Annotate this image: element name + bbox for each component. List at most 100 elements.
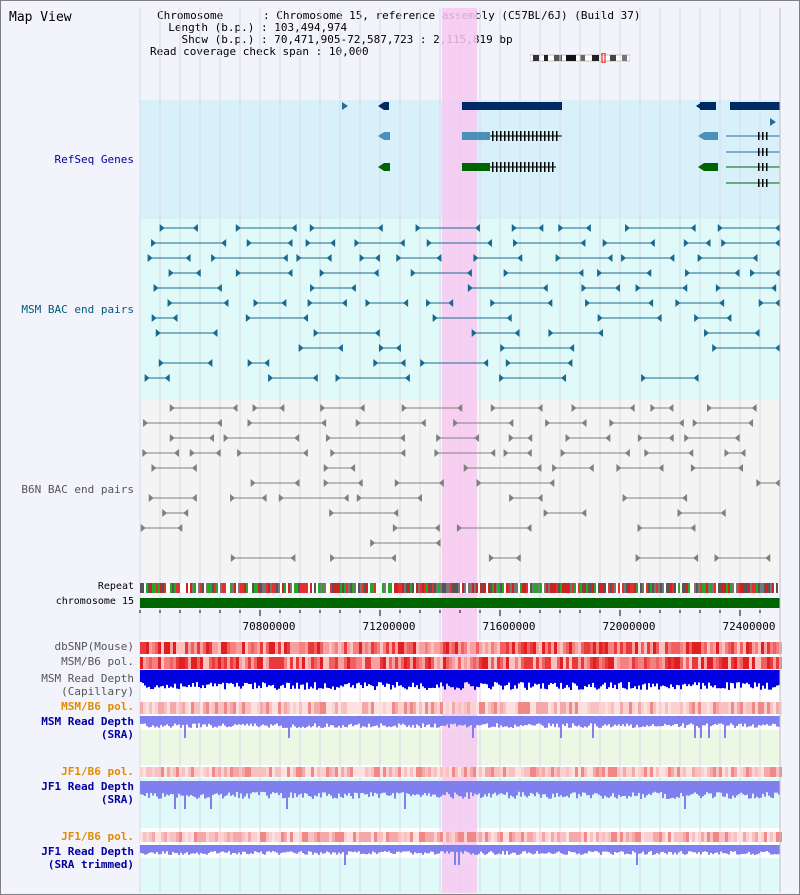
repeat-mark xyxy=(282,583,284,593)
msm-depth-sra-bar xyxy=(696,716,698,727)
repeat-mark xyxy=(356,583,358,593)
jf1-pol-heat xyxy=(512,767,515,777)
jf1-pol2-heat xyxy=(611,832,614,842)
repeat-mark xyxy=(220,583,222,593)
msm-pol2-heat xyxy=(746,702,749,714)
repeat-mark xyxy=(712,583,714,593)
b6n-bac-pair-end xyxy=(560,449,566,457)
msm-depth-cap-bar xyxy=(668,670,670,689)
jf1-pol2-heat xyxy=(677,832,680,842)
msm-depth-cap-bar xyxy=(412,670,414,683)
msm-pol2-heat xyxy=(614,702,617,714)
msm-depth-cap-bar xyxy=(530,670,532,688)
b6n-bac-pair-end xyxy=(390,554,396,562)
dbsnp-heat xyxy=(380,642,383,654)
jf1-depth-trim-bar xyxy=(168,845,170,855)
msm-bac-pair-end xyxy=(377,224,383,232)
jf1-pol-heat xyxy=(455,767,458,777)
msm-pol-heat xyxy=(587,657,590,669)
msm-bac-pair-end xyxy=(192,224,198,232)
msm-depth-cap-bar xyxy=(244,670,246,683)
msm-depth-sra-bar xyxy=(390,716,392,728)
dbsnp-heat xyxy=(593,642,596,654)
msm-depth-sra-bar xyxy=(714,716,716,724)
dbsnp-heat xyxy=(416,642,419,654)
exon xyxy=(536,131,538,141)
dbsnp-heat xyxy=(239,642,242,654)
jf1-pol-heat xyxy=(602,767,605,777)
msm-depth-cap-bar xyxy=(674,670,676,690)
jf1-depth-trim-bar xyxy=(488,845,490,853)
exon xyxy=(508,131,510,141)
jf1-depth-sra-bar xyxy=(468,781,470,799)
dbsnp-heat xyxy=(671,642,674,654)
jf1-pol2-heat xyxy=(758,832,761,842)
jf1-depth-sra-bar xyxy=(572,781,574,793)
repeat-mark xyxy=(224,583,226,593)
jf1-pol-heat xyxy=(671,767,674,777)
msm-pol2-heat xyxy=(140,702,143,714)
msm-pol2-heat xyxy=(557,702,560,714)
jf1-depth-trim-bar xyxy=(776,845,778,855)
msm-depth-cap-bar xyxy=(478,670,480,688)
jf1-depth-trim-bar xyxy=(762,845,764,853)
msm-depth-sra-bar xyxy=(670,716,672,727)
jf1-pol2-heat xyxy=(365,832,368,842)
msm-pol2-heat xyxy=(734,702,737,714)
repeat-mark xyxy=(396,583,398,593)
jf1-depth-trim-bar xyxy=(170,845,172,855)
msm-pol-heat xyxy=(500,657,503,669)
jf1-depth-trim-bar xyxy=(548,845,550,853)
msm-depth-cap-bar xyxy=(286,670,288,683)
msm-pol-heat xyxy=(353,657,356,669)
jf1-pol2-heat xyxy=(479,832,482,842)
msm-depth-sra-bar xyxy=(606,716,608,726)
dbsnp-heat xyxy=(707,642,710,654)
msm-depth-sra-bar xyxy=(534,716,536,726)
jf1-pol2-heat xyxy=(668,832,671,842)
msm-pol-heat xyxy=(464,657,467,669)
msm-depth-cap-bar xyxy=(386,670,388,684)
msm-depth-cap-bar xyxy=(370,670,372,686)
msm-pol-heat xyxy=(191,657,194,669)
exon xyxy=(552,162,554,172)
msm-depth-sra-bar xyxy=(152,716,154,726)
b6n-bac-pair-end xyxy=(151,464,157,472)
b6n-bac-pair-end xyxy=(143,419,149,427)
msm-depth-cap-bar xyxy=(392,670,394,686)
repeat-mark xyxy=(474,583,476,593)
jf1-depth-sra-bar xyxy=(372,781,374,797)
jf1-pol2-heat xyxy=(770,832,773,842)
msm-pol-heat xyxy=(662,657,665,669)
msm-pol-heat xyxy=(596,657,599,669)
repeat-mark xyxy=(276,583,278,593)
msm-depth-sra-bar xyxy=(624,716,626,727)
jf1-depth-trim-bar xyxy=(710,845,712,853)
msm-depth-sra-bar xyxy=(148,716,150,728)
jf1-pol2-heat xyxy=(632,832,635,842)
msm-bac-pair-end xyxy=(624,224,630,232)
jf1-pol2-heat xyxy=(545,832,548,842)
msm-depth-sra-bar xyxy=(382,716,384,726)
msm-pol2-heat xyxy=(389,702,392,714)
dbsnp-heat xyxy=(725,642,728,654)
dbsnp-heat xyxy=(722,642,725,654)
dbsnp-heat xyxy=(206,642,209,654)
msm-pol-heat xyxy=(473,657,476,669)
msm-pol2-heat xyxy=(533,702,536,714)
exon xyxy=(766,163,768,171)
msm-depth-cap-bar xyxy=(314,670,316,683)
msm-pol2-heat xyxy=(587,702,590,714)
dbsnp-heat xyxy=(500,642,503,654)
repeat-mark xyxy=(632,583,634,593)
msm-pol-heat xyxy=(665,657,668,669)
jf1-depth-trim-bar xyxy=(764,845,766,852)
jf1-pol2-heat xyxy=(518,832,521,842)
msm-pol-heat xyxy=(140,657,143,669)
msm-depth-sra-bar xyxy=(178,716,180,725)
msm-depth-sra-bar xyxy=(338,716,340,726)
jf1-depth-sra-bar xyxy=(534,781,536,797)
dbsnp-heat xyxy=(200,642,203,654)
msm-depth-sra-bar xyxy=(328,716,330,727)
